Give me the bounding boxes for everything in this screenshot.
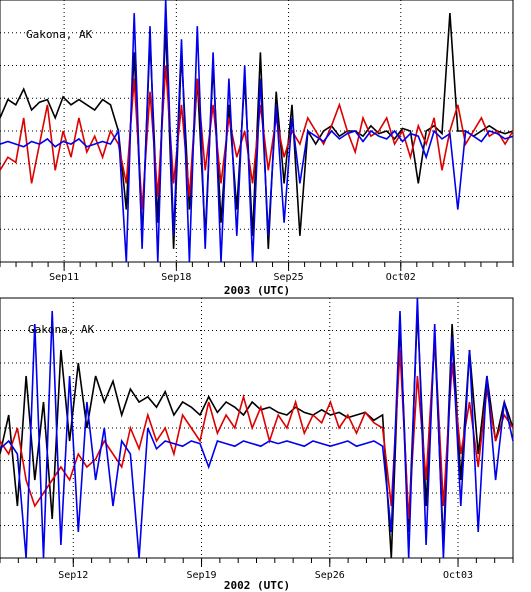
x-tick-label: Sep12 [58, 570, 88, 581]
series-line-2 [0, 297, 514, 559]
x-tick-label: Sep25 [274, 272, 304, 283]
x-tick-label: Sep26 [315, 570, 345, 581]
x-tick-label: Sep18 [161, 272, 191, 283]
x-tick-labels: Sep11 Sep18 Sep25 Oct02 [49, 272, 416, 283]
x-tick-labels: Sep12 Sep19 Sep26 Oct03 [58, 570, 473, 581]
series-line-1 [0, 336, 514, 520]
grid [0, 298, 513, 558]
series-line-2 [0, 0, 514, 263]
station-label: Gakona, AK [28, 323, 95, 336]
x-minor-ticks [0, 558, 514, 567]
station-label: Gakona, AK [26, 28, 93, 41]
x-tick-label: Oct03 [443, 570, 473, 581]
x-tick-label: Sep19 [186, 570, 216, 581]
x-tick-label: Sep11 [49, 272, 79, 283]
series-group [0, 0, 514, 263]
x-tick-label: Oct02 [386, 272, 416, 283]
series-group [0, 297, 514, 559]
x-axis-label: 2003 (UTC) [224, 284, 290, 297]
x-minor-ticks [0, 262, 514, 271]
x-axis-label: 2002 (UTC) [224, 579, 290, 592]
chart-panel-2002: Sep12 Sep19 Sep26 Oct03 Gakona, AK 2002 (UT… [0, 297, 514, 592]
chart-panel-2003: Sep11 Sep18 Sep25 Oct02 Gakona, AK 2003 (UT… [0, 0, 514, 297]
